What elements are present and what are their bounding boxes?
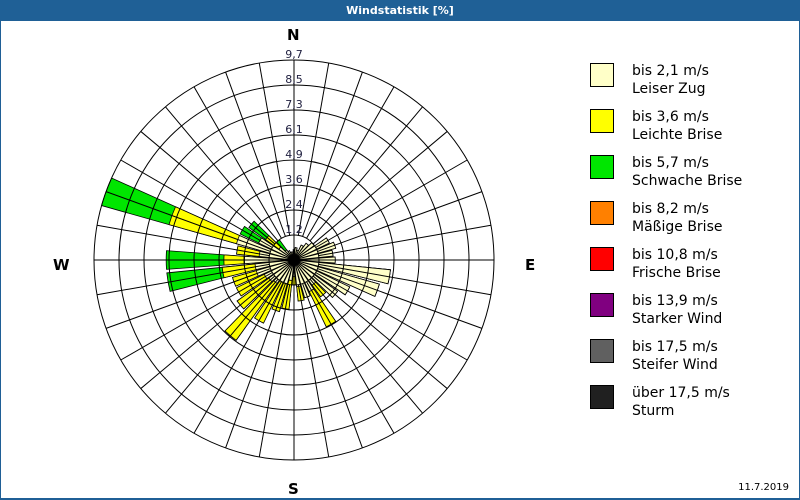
wind-bar <box>293 242 309 261</box>
legend-label: bis 17,5 m/s Steifer Wind <box>632 339 718 373</box>
compass-north: N <box>287 26 300 44</box>
compass-east: E <box>525 256 536 274</box>
legend-label: bis 8,2 m/s Mäßige Brise <box>632 201 723 235</box>
radial-tick-label: 3,6 <box>285 173 303 186</box>
legend-swatch <box>590 339 614 363</box>
legend-label: bis 13,9 m/s Starker Wind <box>632 293 723 327</box>
legend-swatch <box>590 155 614 179</box>
legend-label: bis 10,8 m/s Frische Brise <box>632 247 721 281</box>
radial-tick-label: 6,1 <box>285 123 303 136</box>
radial-tick-label: 1,2 <box>285 223 303 236</box>
legend-swatch <box>590 385 614 409</box>
wind-rose-chart: 1,2 2,4 3,6 4,9 6,1 7,3 8,5 9,7 <box>93 48 495 461</box>
legend-swatch <box>590 109 614 133</box>
legend-label: bis 3,6 m/s Leichte Brise <box>632 109 723 143</box>
legend-label: bis 5,7 m/s Schwache Brise <box>632 155 743 189</box>
radial-tick-label: 8,5 <box>285 73 303 86</box>
radial-tick-label: 4,9 <box>285 148 303 161</box>
radial-tick-label: 7,3 <box>285 98 303 111</box>
radial-tick-label: 9,7 <box>285 48 303 61</box>
legend-swatch <box>590 247 614 271</box>
date-label: 11.7.2019 <box>738 482 789 493</box>
legend-label: bis 2,1 m/s Leiser Zug <box>632 63 709 97</box>
chart-panel: 1,2 2,4 3,6 4,9 6,1 7,3 8,5 9,7 N E S W bis 2,1… <box>1 21 799 498</box>
legend-swatch <box>590 201 614 225</box>
legend-swatch <box>590 63 614 87</box>
legend-label: über 17,5 m/s Sturm <box>632 385 730 419</box>
window-title: Windstatistik [%] <box>0 0 800 21</box>
legend-swatch <box>590 293 614 317</box>
compass-south: S <box>288 480 299 498</box>
radial-tick-label: 2,4 <box>285 198 303 211</box>
compass-west: W <box>53 256 70 274</box>
